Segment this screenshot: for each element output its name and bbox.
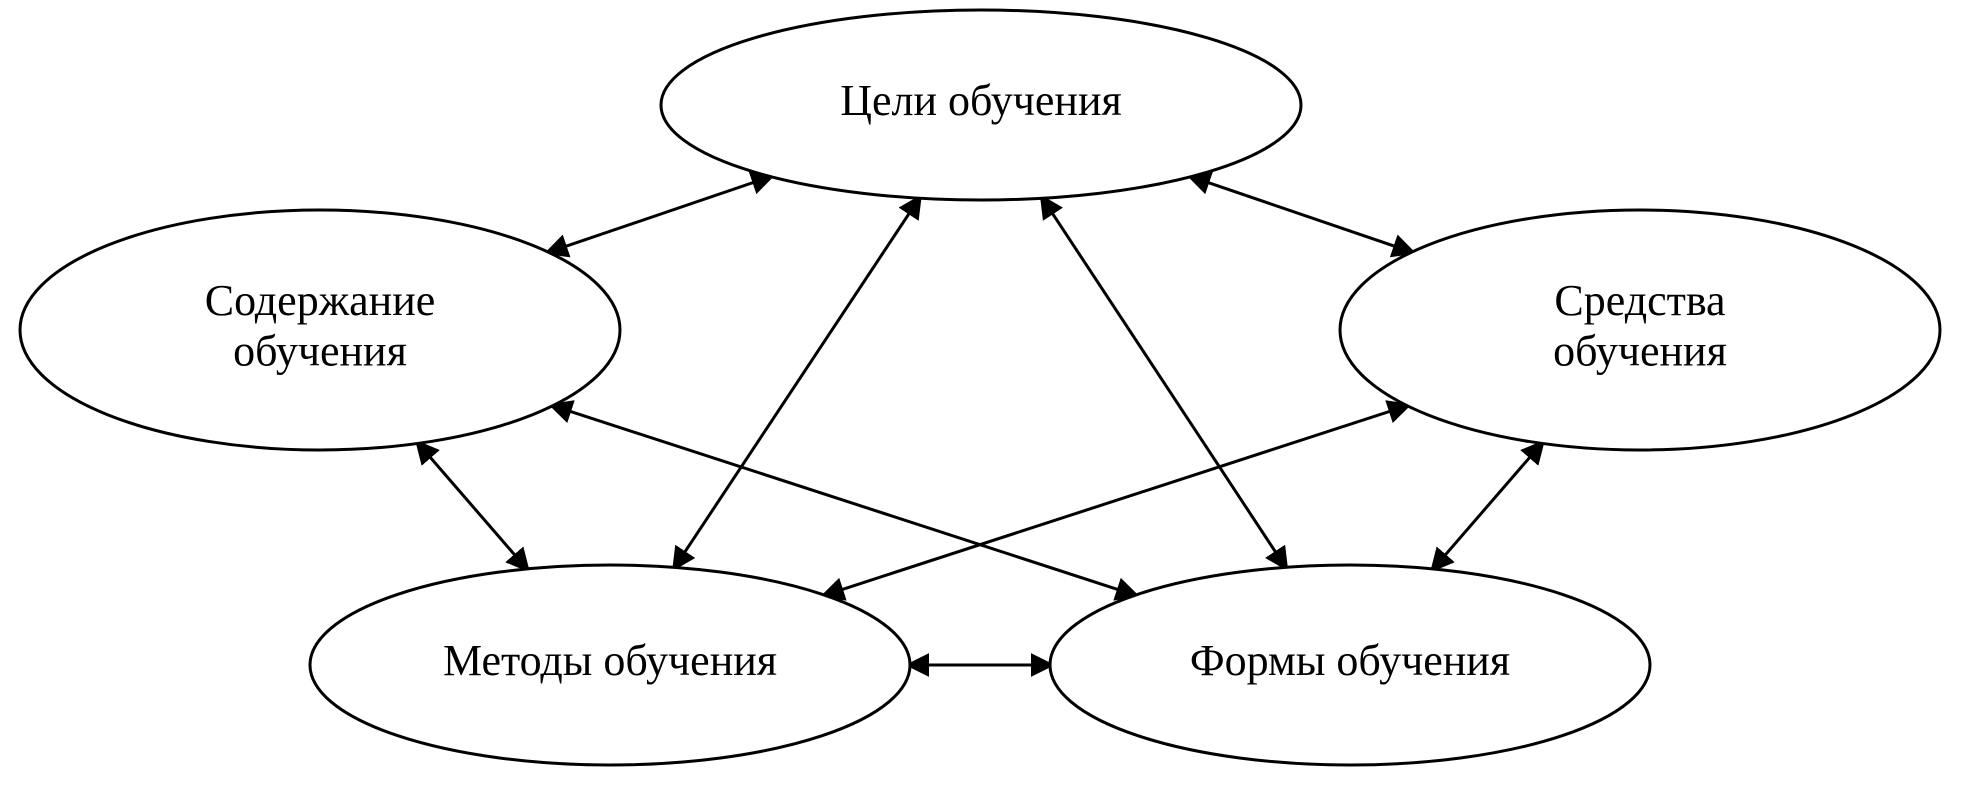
node-content-label-line-1: обучения <box>233 326 407 375</box>
node-methods: Методы обучения <box>310 565 910 765</box>
node-content: Содержаниеобучения <box>20 210 620 450</box>
node-goals-label-line-0: Цели обучения <box>840 76 1122 125</box>
diagram-canvas: Цели обученияСодержаниеобученияСредствао… <box>0 0 1963 803</box>
edge-goals-content <box>548 177 770 253</box>
node-means-label-line-0: Средства <box>1554 276 1725 325</box>
node-content-label-line-0: Содержание <box>205 276 436 325</box>
edge-means-forms <box>1433 443 1542 569</box>
node-means: Средстваобучения <box>1340 210 1940 450</box>
node-forms: Формы обучения <box>1050 565 1650 765</box>
node-methods-label-line-0: Методы обучения <box>443 636 777 685</box>
node-means-label-line-1: обучения <box>1553 326 1727 375</box>
edge-goals-means <box>1191 177 1412 252</box>
node-forms-label-line-0: Формы обучения <box>1190 636 1510 685</box>
edge-content-methods <box>418 443 527 569</box>
nodes-group: Цели обученияСодержаниеобученияСредствао… <box>20 10 1940 765</box>
node-goals: Цели обучения <box>661 10 1301 200</box>
